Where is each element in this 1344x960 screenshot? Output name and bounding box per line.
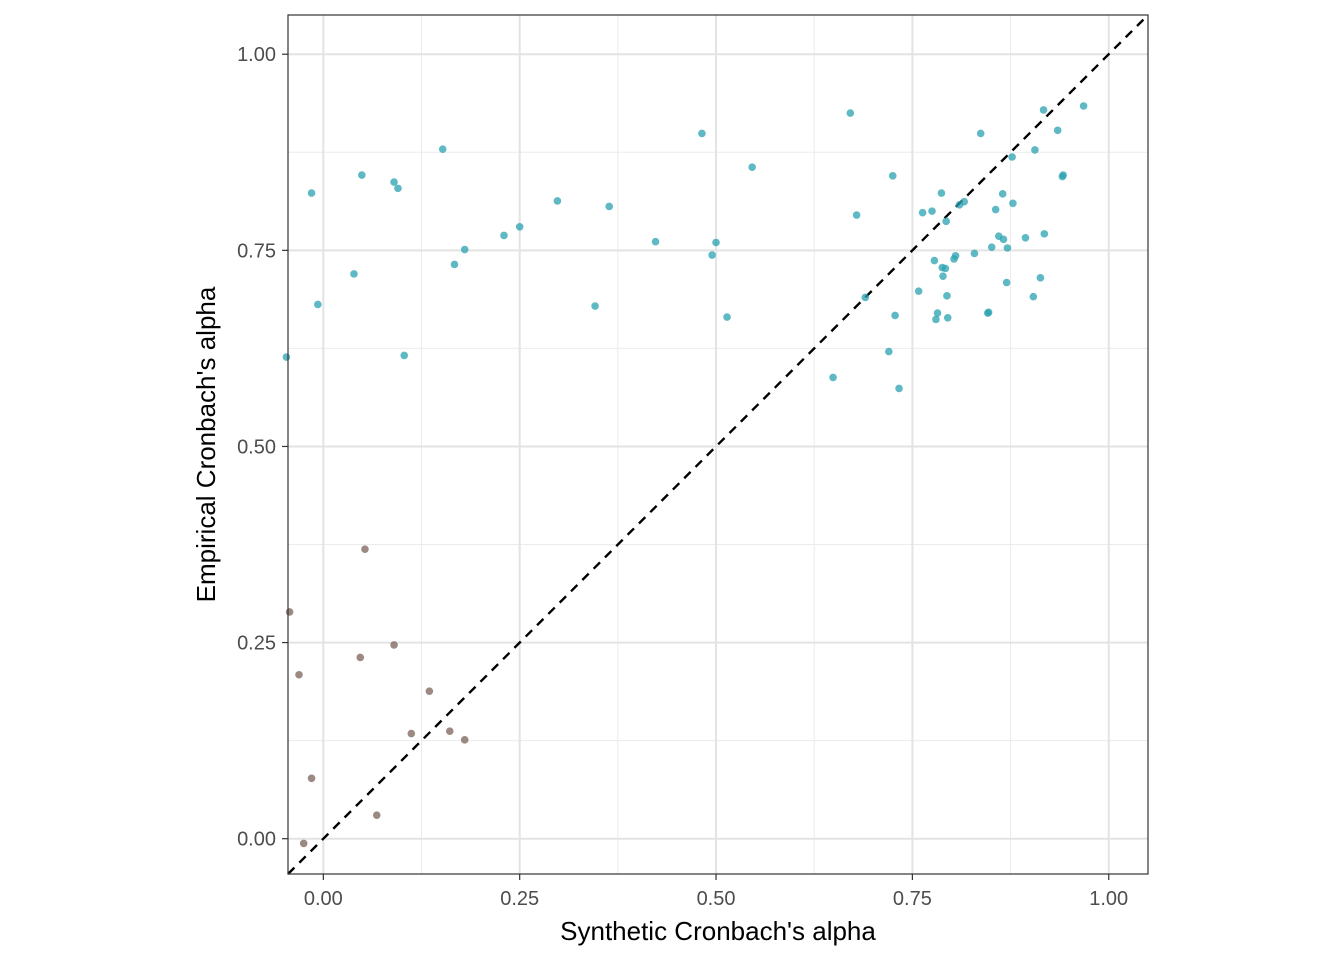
data-point xyxy=(1029,292,1038,301)
data-point xyxy=(748,163,756,171)
data-point xyxy=(998,190,1007,198)
data-point xyxy=(970,249,979,258)
data-point xyxy=(939,272,947,281)
data-point xyxy=(390,641,398,649)
data-point xyxy=(361,545,369,554)
data-point xyxy=(933,309,942,317)
data-point xyxy=(943,314,952,322)
data-point xyxy=(295,670,303,679)
data-point xyxy=(976,129,985,138)
data-point xyxy=(285,608,294,616)
data-point xyxy=(314,300,322,309)
data-point xyxy=(394,184,402,193)
data-point xyxy=(390,178,398,186)
data-point xyxy=(299,839,308,848)
data-point xyxy=(350,270,358,278)
data-point xyxy=(1031,146,1039,154)
data-point xyxy=(895,384,903,393)
data-point xyxy=(943,292,951,300)
data-point xyxy=(460,736,469,744)
data-point xyxy=(712,238,720,247)
data-point xyxy=(885,347,893,356)
data-point xyxy=(723,313,731,321)
data-point xyxy=(651,237,660,246)
reference-line-group xyxy=(287,14,1149,875)
data-point xyxy=(356,653,365,662)
data-point xyxy=(930,256,939,265)
data-point xyxy=(1009,199,1017,208)
reference-line xyxy=(287,14,1149,875)
data-point xyxy=(918,208,927,217)
data-point xyxy=(425,687,434,696)
data-point xyxy=(500,231,508,240)
y-tick-label: 1.00 xyxy=(237,44,276,66)
data-point xyxy=(932,315,940,324)
data-point xyxy=(1036,273,1045,282)
data-point xyxy=(852,211,861,219)
data-point xyxy=(1039,106,1048,114)
data-point xyxy=(914,287,923,295)
data-point xyxy=(1053,126,1062,135)
data-point xyxy=(698,129,706,138)
data-point xyxy=(553,197,562,205)
x-axis-title: Synthetic Cronbach's alpha xyxy=(560,916,876,946)
data-point xyxy=(438,145,447,153)
data-point xyxy=(282,353,291,361)
data-point xyxy=(407,729,416,738)
data-point xyxy=(1040,230,1049,238)
data-point xyxy=(400,351,409,360)
data-point xyxy=(960,197,969,206)
data-point xyxy=(951,252,960,260)
axes: 0.00 0.25 0.50 0.75 1.00 0.00 0.25 0.50 0.75 1.00 xyxy=(237,44,1128,910)
data-point xyxy=(1008,153,1016,161)
data-point xyxy=(1002,278,1011,287)
panel-border xyxy=(287,14,1149,875)
y-tick-label: 0.00 xyxy=(237,829,276,851)
data-point xyxy=(708,251,716,259)
y-tick-label: 0.25 xyxy=(237,633,276,655)
data-point xyxy=(888,172,897,180)
data-point xyxy=(987,243,996,252)
data-point xyxy=(515,223,524,231)
y-axis-title: Empirical Cronbach's alpha xyxy=(191,286,221,602)
data-point xyxy=(1021,233,1030,242)
data-point xyxy=(829,373,837,382)
data-point xyxy=(1003,244,1012,252)
data-point xyxy=(942,217,950,226)
x-tick-label: 0.75 xyxy=(893,888,932,910)
x-tick-label: 0.50 xyxy=(697,888,736,910)
data-point xyxy=(450,260,459,269)
data-point xyxy=(846,109,855,117)
data-point xyxy=(591,302,599,310)
grid-lines xyxy=(288,15,1148,874)
data-point xyxy=(999,235,1008,244)
data-point xyxy=(991,205,1000,214)
data-point xyxy=(460,245,469,254)
data-point xyxy=(1079,102,1088,110)
data-point xyxy=(307,774,316,783)
x-tick-label: 0.25 xyxy=(500,888,539,910)
data-point xyxy=(605,202,614,211)
data-point xyxy=(941,264,950,273)
data-point xyxy=(928,207,936,215)
y-tick-label: 0.50 xyxy=(237,436,276,458)
data-point xyxy=(891,311,899,320)
data-point xyxy=(307,189,316,197)
x-tick-label: 0.00 xyxy=(304,888,343,910)
x-tick-label: 1.00 xyxy=(1089,888,1128,910)
data-point xyxy=(372,811,381,819)
data-point xyxy=(937,189,946,197)
data-points xyxy=(282,102,1088,848)
y-tick-label: 0.75 xyxy=(237,240,276,262)
data-point xyxy=(984,308,993,317)
data-point xyxy=(358,171,366,179)
data-point xyxy=(445,727,454,736)
data-point xyxy=(1059,171,1067,179)
data-point xyxy=(861,293,870,302)
